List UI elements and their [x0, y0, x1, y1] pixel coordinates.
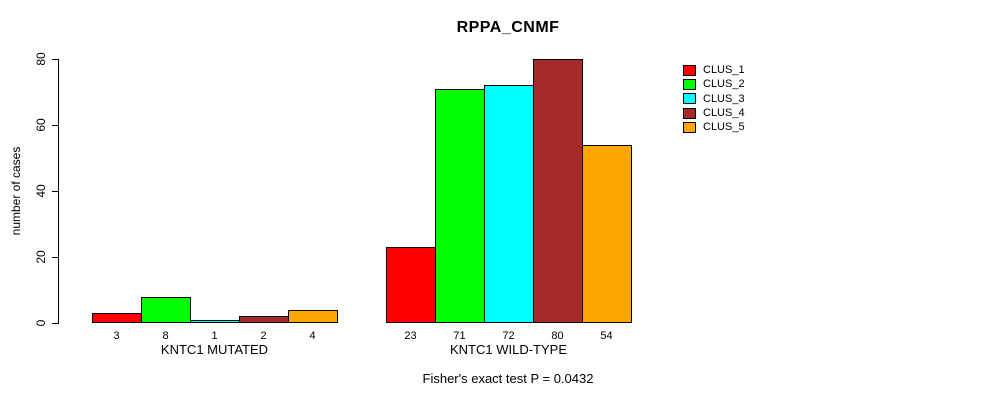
bar-value-label: 71: [453, 330, 466, 342]
y-tick-mark: [52, 323, 58, 324]
y-tick-label: 40: [34, 184, 48, 198]
stat-note: Fisher's exact test P = 0.0432: [422, 371, 594, 386]
legend-label: CLUS_5: [703, 121, 745, 134]
bar-value-label: 3: [113, 330, 120, 342]
bar-value-label: 4: [309, 330, 316, 342]
bar-value-label: 8: [162, 330, 169, 342]
bar-value-label: 72: [502, 330, 515, 342]
legend-item-clus_3: CLUS_3: [683, 92, 745, 106]
bar-value-label: 1: [211, 330, 218, 342]
y-axis-line: [58, 59, 59, 324]
y-tick-mark: [52, 125, 58, 126]
bar-value-label: 54: [600, 330, 613, 342]
bar-clus_2-kntc1-wild-type: [435, 88, 485, 323]
legend-item-clus_5: CLUS_5: [683, 120, 745, 134]
bar-clus_4-kntc1-wild-type: [533, 59, 583, 323]
legend-swatch-icon: [683, 121, 696, 133]
legend-label: CLUS_3: [703, 92, 745, 105]
bar-clus_3-kntc1-mutated: [190, 319, 240, 323]
y-tick-mark: [52, 257, 58, 258]
legend-item-clus_2: CLUS_2: [683, 77, 745, 91]
bar-clus_4-kntc1-mutated: [239, 316, 289, 323]
y-tick-label: 0: [34, 319, 48, 327]
y-tick-label: 80: [34, 52, 48, 66]
bar-clus_3-kntc1-wild-type: [484, 85, 534, 323]
bar-value-label: 23: [404, 330, 417, 342]
category-label: KNTC1 MUTATED: [160, 342, 269, 357]
chart-title: RPPA_CNMF: [456, 19, 560, 36]
bar-clus_5-kntc1-wild-type: [582, 144, 632, 323]
bar-clus_5-kntc1-mutated: [288, 309, 338, 323]
legend-label: CLUS_1: [703, 64, 745, 77]
legend-swatch-icon: [683, 107, 696, 119]
y-tick-label: 20: [34, 250, 48, 264]
legend-swatch-icon: [683, 93, 696, 105]
y-tick-label: 60: [34, 118, 48, 132]
legend-item-clus_1: CLUS_1: [683, 63, 745, 77]
y-tick-mark: [52, 191, 58, 192]
legend: CLUS_1 CLUS_2 CLUS_3 CLUS_4 CLUS_5: [683, 63, 745, 134]
bar-clus_1-kntc1-wild-type: [386, 247, 436, 323]
legend-swatch-icon: [683, 64, 696, 76]
bar-clus_2-kntc1-mutated: [141, 296, 191, 323]
legend-label: CLUS_4: [703, 107, 745, 120]
y-tick-mark: [52, 59, 58, 60]
y-axis-label: number of cases: [9, 146, 23, 236]
legend-swatch-icon: [683, 78, 696, 90]
bar-value-label: 80: [551, 330, 564, 342]
legend-item-clus_4: CLUS_4: [683, 106, 745, 120]
bar-clus_1-kntc1-mutated: [92, 313, 142, 323]
category-label: KNTC1 WILD-TYPE: [449, 342, 568, 357]
legend-label: CLUS_2: [703, 78, 745, 91]
bar-value-label: 2: [260, 330, 267, 342]
